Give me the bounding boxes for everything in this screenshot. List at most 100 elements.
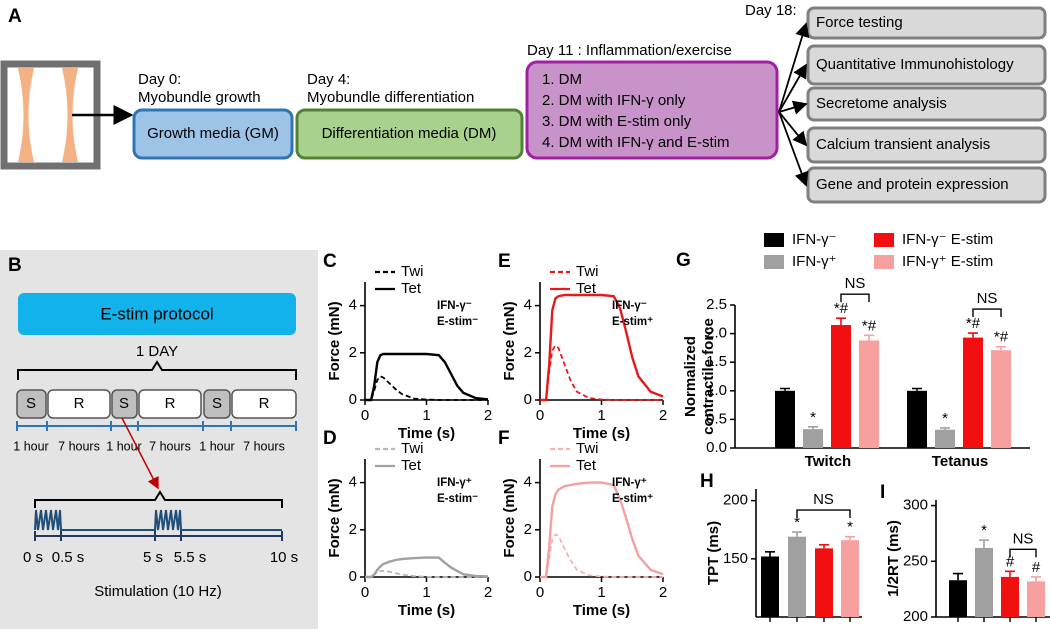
- condition-item: 1. DM: [542, 71, 582, 88]
- error-bar: [1005, 570, 1015, 577]
- error-bar: [1031, 576, 1041, 582]
- condition-annotation: E-stim⁻: [437, 493, 478, 505]
- analysis-item: Quantitative Immunohistology: [816, 56, 1014, 73]
- time-label: 0.5 s: [52, 549, 85, 566]
- y-tick-label: 2: [524, 521, 532, 538]
- timeline: [16, 421, 297, 431]
- y-tick-label: 2.0: [706, 325, 727, 342]
- significance-mark: *#: [966, 315, 981, 332]
- condition-annotation: IFN-γ⁺: [612, 477, 647, 489]
- myobundle: [62, 68, 78, 162]
- trace: [365, 352, 489, 402]
- ns-label: NS: [977, 290, 998, 307]
- trace: [365, 556, 489, 579]
- significance-mark: *: [942, 410, 948, 427]
- legend-label: Twi: [576, 440, 599, 457]
- stage-label: Myobundle growth: [138, 89, 261, 106]
- x-tick-label: 0: [361, 407, 369, 424]
- x-axis-label: Time (s): [573, 425, 630, 442]
- bar: [841, 540, 859, 617]
- analysis-box: [806, 44, 1047, 86]
- y-tick-label: 1.0: [706, 382, 727, 399]
- x-tick-label: Twitch: [805, 453, 851, 470]
- bar: [859, 340, 879, 448]
- condition-item: 4. DM with IFN-γ and E-stim: [542, 134, 730, 151]
- y-tick-label: 4: [349, 474, 357, 491]
- analysis-item: Force testing: [816, 14, 903, 31]
- legend-label: Twi: [401, 440, 424, 457]
- trace: [365, 375, 488, 401]
- significance-mark: *: [794, 514, 800, 531]
- condition-annotation: E-stim⁺: [612, 316, 653, 328]
- arrows: [778, 22, 810, 187]
- arrow: [778, 111, 809, 187]
- duration-label: 1 hour: [199, 439, 234, 453]
- ns-label: NS: [813, 491, 834, 508]
- x-tick-label: 0: [536, 407, 544, 424]
- panel-label: B: [8, 255, 22, 276]
- bar: [991, 350, 1011, 448]
- error-bar: [864, 334, 874, 341]
- ns-label: NS: [1013, 530, 1034, 547]
- error-bar: [940, 427, 950, 430]
- panel-a: A Day 0: Myobundle growth Growth media (…: [0, 2, 1047, 204]
- stim-block: [111, 389, 138, 419]
- duration-label: 7 hours: [243, 439, 285, 453]
- legend-label: IFN-γ⁺ E-stim: [902, 253, 993, 270]
- y-tick-label: 150: [723, 550, 748, 567]
- error-bar: [808, 426, 818, 430]
- stage-label: Myobundle differentiation: [307, 89, 474, 106]
- error-bar: [780, 387, 790, 391]
- legend-label: Tet: [576, 457, 597, 474]
- media-box: [132, 108, 294, 160]
- block-label: R: [259, 395, 270, 412]
- bar: [907, 390, 927, 448]
- trace: [540, 533, 663, 578]
- condition-item: 2. DM with IFN-γ only: [542, 92, 686, 109]
- significance-mark: *: [810, 409, 816, 426]
- y-tick-label: 250: [903, 552, 928, 569]
- panel-label: H: [700, 471, 714, 492]
- time-label: 10 s: [270, 549, 298, 566]
- arrow: [778, 111, 808, 147]
- caption: Stimulation (10 Hz): [94, 583, 222, 600]
- day-label: Day 11 : Inflammation/exercise: [527, 42, 732, 59]
- arrow: [778, 63, 807, 113]
- y-tick-label: 200: [723, 492, 748, 509]
- y-tick-label: 4: [524, 297, 532, 314]
- x-tick-label: 2: [484, 584, 492, 601]
- media-box: [295, 108, 524, 160]
- time-label: 5 s: [143, 549, 163, 566]
- bar: [788, 536, 806, 617]
- y-tick-label: 2.5: [706, 296, 727, 313]
- bar: [975, 547, 993, 617]
- panel-label: G: [676, 250, 691, 271]
- block-label: S: [26, 395, 36, 412]
- ns-bracket: [1009, 548, 1037, 558]
- condition-annotation: IFN-γ⁻: [437, 300, 472, 312]
- y-tick-label: 4: [349, 297, 357, 314]
- legend-label: Twi: [576, 263, 599, 280]
- day-label: Day 18:: [745, 2, 797, 19]
- x-tick-label: 0: [536, 584, 544, 601]
- duration-label: 1 hour: [13, 439, 48, 453]
- error-bar: [996, 345, 1006, 351]
- x-tick-label: 1: [597, 407, 605, 424]
- duration-label: 7 hours: [58, 439, 100, 453]
- y-axis-label: Force (mN): [326, 301, 343, 380]
- arrow: [778, 100, 808, 115]
- y-axis-label: TPT (ms): [705, 521, 722, 585]
- pulse-train: [34, 509, 282, 531]
- bar: [761, 556, 779, 617]
- panel-label: I: [880, 482, 885, 503]
- y-axis-label: Normalized: [682, 336, 699, 417]
- legend-swatch: [874, 233, 894, 247]
- time-label: 5.5 s: [174, 549, 207, 566]
- bar: [1001, 576, 1019, 617]
- bar: [935, 429, 955, 448]
- bar: [963, 337, 983, 448]
- y-tick-label: 2: [524, 344, 532, 361]
- period-label: 1 DAY: [136, 343, 178, 360]
- trace: [540, 344, 663, 401]
- condition-item: 3. DM with E-stim only: [542, 113, 692, 130]
